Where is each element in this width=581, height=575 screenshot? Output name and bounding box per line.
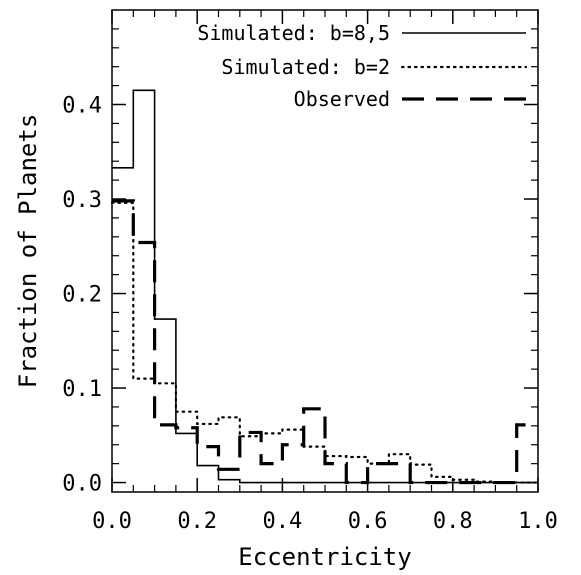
y-tick-label: 0.0	[62, 472, 102, 497]
x-tick-label: 0.4	[263, 509, 303, 534]
x-tick-label: 0.2	[177, 509, 217, 534]
y-tick-label: 0.2	[62, 283, 102, 308]
y-tick-label: 0.4	[62, 94, 102, 119]
y-tick-label: 0.3	[62, 188, 102, 213]
x-tick-label: 1.0	[518, 509, 558, 534]
legend-label: Simulated: b=2	[221, 55, 390, 79]
x-tick-label: 0.6	[348, 509, 388, 534]
ticks-layer: 0.0 0.2 0.4 0.6 0.8 1.0 0.0 0.1 0.2 0.3 0.4	[62, 10, 558, 534]
y-axis-title: Fraction of Planets	[14, 114, 42, 389]
x-axis-title: Eccentricity	[238, 543, 411, 571]
series-line-dashed	[112, 199, 538, 485]
x-tick-label: 0.0	[92, 509, 132, 534]
legend-label: Observed	[294, 87, 390, 111]
series-layer	[110, 89, 540, 485]
legend: Simulated: b=8,5 Simulated: b=2 Observed	[197, 21, 528, 111]
y-tick-label: 0.1	[62, 377, 102, 402]
x-tick-label: 0.8	[433, 509, 473, 534]
legend-label: Simulated: b=8,5	[197, 21, 390, 45]
